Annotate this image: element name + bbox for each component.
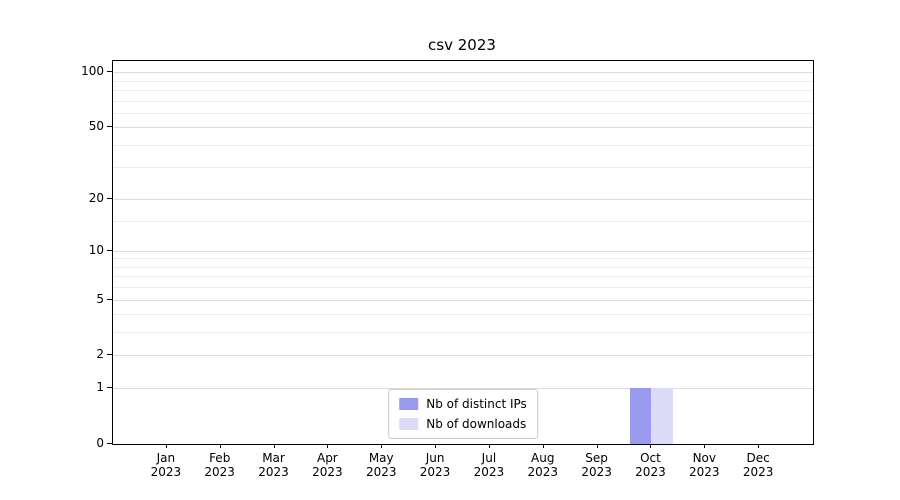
minor-gridline xyxy=(113,314,813,316)
x-tick-label: Aug 2023 xyxy=(527,451,559,480)
x-tick-mark xyxy=(758,444,760,448)
major-gridline xyxy=(113,127,813,129)
x-tick-label: Nov 2023 xyxy=(689,451,720,480)
major-gridline xyxy=(113,388,813,390)
major-gridline xyxy=(113,355,813,357)
y-tick-label: 0 xyxy=(96,436,104,450)
y-tick-mark xyxy=(107,387,112,389)
x-tick-label: Oct 2023 xyxy=(635,451,666,480)
minor-gridline xyxy=(113,112,813,114)
x-tick-label: May 2023 xyxy=(365,451,397,480)
y-tick-mark xyxy=(107,298,112,300)
y-tick-label: 10 xyxy=(88,242,104,257)
x-tick-mark xyxy=(596,444,598,448)
minor-gridline xyxy=(113,276,813,278)
minor-gridline xyxy=(113,89,813,91)
plot-area: Nb of distinct IPs Nb of downloads xyxy=(112,60,814,445)
major-gridline xyxy=(113,198,813,200)
bar-nb-of-downloads xyxy=(651,388,673,444)
x-tick-mark xyxy=(650,444,652,448)
x-tick-mark xyxy=(704,444,706,448)
minor-gridline xyxy=(113,266,813,268)
minor-gridline xyxy=(113,144,813,146)
minor-gridline xyxy=(113,220,813,222)
minor-gridline xyxy=(113,100,813,102)
x-tick-label: Jul 2023 xyxy=(473,451,505,480)
y-tick-label: 100 xyxy=(81,64,104,79)
bar-nb-of-distinct-ips xyxy=(629,388,652,444)
x-tick-label: Mar 2023 xyxy=(258,451,289,480)
y-tick-mark xyxy=(107,249,112,251)
y-tick-mark xyxy=(107,443,112,444)
y-tick-mark xyxy=(107,354,112,356)
y-tick-label: 20 xyxy=(88,190,104,205)
minor-gridline xyxy=(113,332,813,334)
y-tick-label: 5 xyxy=(96,291,104,306)
y-tick-mark xyxy=(107,197,112,199)
minor-gridline xyxy=(113,167,813,169)
y-tick-mark xyxy=(107,126,112,128)
legend-entry: Nb of distinct IPs xyxy=(399,397,527,411)
legend-label: Nb of downloads xyxy=(426,417,527,431)
y-tick-mark xyxy=(107,71,112,73)
x-tick-mark xyxy=(488,444,490,448)
x-tick-mark xyxy=(435,444,437,448)
x-tick-mark xyxy=(327,444,329,448)
major-gridline xyxy=(113,250,813,252)
x-tick-label: Dec 2023 xyxy=(742,451,774,480)
minor-gridline xyxy=(113,80,813,82)
x-tick-mark xyxy=(273,444,275,448)
minor-gridline xyxy=(113,258,813,260)
x-tick-label: Apr 2023 xyxy=(312,451,343,480)
x-tick-label: Jan 2023 xyxy=(150,451,182,480)
chart-title: csv 2023 xyxy=(428,36,496,54)
legend: Nb of distinct IPs Nb of downloads xyxy=(388,389,538,439)
legend-swatch xyxy=(399,418,419,430)
y-tick-label: 50 xyxy=(88,119,104,134)
x-tick-mark xyxy=(542,444,544,448)
x-tick-label: Feb 2023 xyxy=(204,451,235,480)
x-tick-mark xyxy=(165,444,167,448)
legend-label: Nb of distinct IPs xyxy=(426,397,527,411)
legend-entry: Nb of downloads xyxy=(399,417,527,431)
major-gridline xyxy=(113,299,813,301)
x-tick-mark xyxy=(219,444,221,448)
x-tick-mark xyxy=(381,444,383,448)
x-tick-label: Jun 2023 xyxy=(419,451,451,480)
major-gridline xyxy=(113,72,813,74)
x-tick-label: Sep 2023 xyxy=(581,451,612,480)
minor-gridline xyxy=(113,287,813,289)
legend-swatch xyxy=(399,398,419,410)
y-tick-label: 2 xyxy=(96,347,104,362)
y-tick-label: 1 xyxy=(96,380,104,395)
